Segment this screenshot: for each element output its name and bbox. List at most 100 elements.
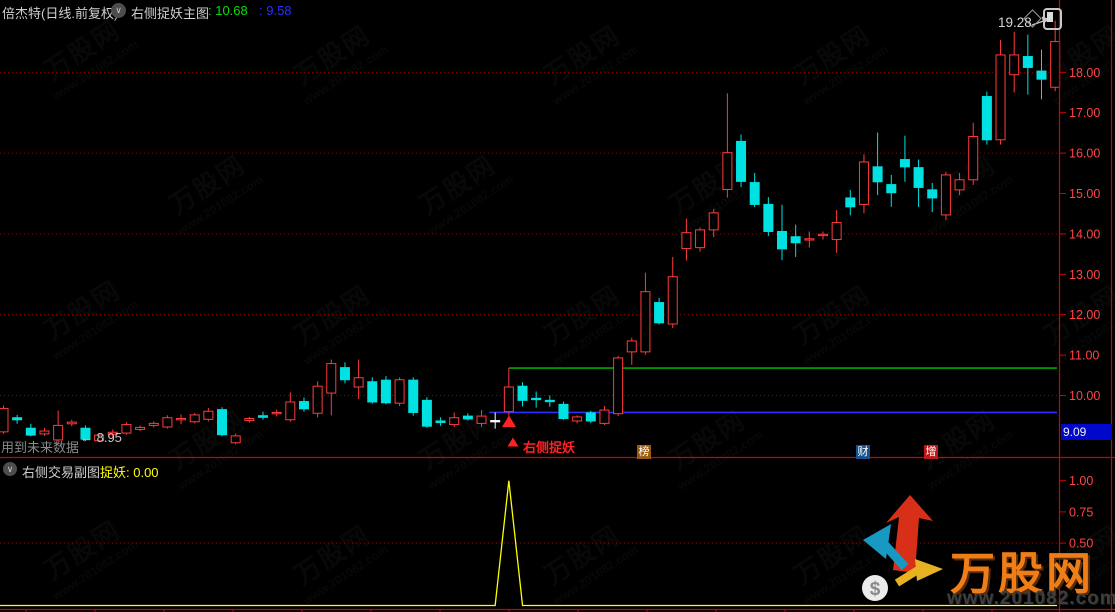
high-label-arrow [1031, 19, 1046, 26]
marker-zeng: 增 [924, 445, 938, 459]
candle-body [449, 417, 460, 426]
signal-triangle-icon [502, 415, 516, 427]
sub-panel-title[interactable]: 右侧交易副图 [22, 465, 101, 480]
candle-body [1022, 56, 1033, 68]
candle-body [408, 379, 419, 413]
candle-body [927, 189, 938, 199]
price-axis-label: 13.00 [1069, 268, 1100, 282]
future-data-warning: 用到未来数据 [1, 440, 80, 455]
candle-body [176, 418, 187, 421]
candle-body [490, 420, 501, 423]
candle-body [654, 302, 665, 324]
candle-body [312, 385, 323, 414]
candle-body [585, 412, 596, 422]
candle-body [831, 222, 842, 241]
candle-body [80, 427, 91, 440]
candle-body [572, 416, 583, 422]
candle-body [244, 418, 255, 422]
price-axis-label: 0.75 [1069, 505, 1093, 519]
candle-body [353, 377, 364, 388]
candle-body [599, 409, 610, 424]
candle-body [681, 232, 692, 249]
candle-body [107, 431, 118, 435]
candle-body [995, 54, 1006, 141]
candle-body [708, 212, 719, 231]
candle-body [558, 403, 569, 420]
candle-body [135, 426, 146, 430]
candle-body [230, 435, 241, 444]
candle-body [695, 229, 706, 249]
price-axis-label: 1.00 [1069, 474, 1093, 488]
logo-title: 万股网 [950, 548, 1095, 599]
candle-body [544, 399, 555, 403]
candle-body [476, 415, 487, 424]
candle-body [872, 166, 883, 183]
candle-body [940, 174, 951, 216]
candle-body [913, 167, 924, 188]
candle-body [899, 159, 910, 168]
signal-triangle-small-icon [507, 437, 519, 447]
candle-body [886, 184, 897, 194]
candle-body [285, 401, 296, 421]
candle-body [817, 233, 828, 237]
logo-dollar-glyph: $ [870, 579, 881, 600]
candle-body [722, 152, 733, 190]
candle-body [626, 340, 637, 353]
candle-body [394, 379, 405, 404]
indicator-value-2: : 9.58 [259, 3, 292, 18]
candle-body [858, 161, 869, 205]
high-price-label: 19.28 [998, 15, 1032, 30]
candle-body [66, 421, 77, 425]
price-axis-label: 10.00 [1069, 389, 1100, 403]
marker-bang: 榜 [637, 445, 651, 459]
candle-body [790, 236, 801, 244]
candle-body [435, 420, 446, 424]
candle-body [271, 411, 282, 415]
price-axis-label: 15.00 [1069, 187, 1100, 201]
candle-body [777, 230, 788, 250]
current-value-axis-box: 9.09 [1061, 424, 1112, 440]
candle-body [94, 434, 105, 442]
candle-body [749, 182, 760, 205]
panel-toggle-fill [1047, 12, 1053, 22]
candle-body [667, 276, 678, 325]
low-price-label: ← 8.95 [80, 430, 122, 445]
candle-body [640, 291, 651, 353]
candle-body [203, 410, 214, 420]
candle-body [162, 417, 173, 428]
candle-body [968, 136, 979, 181]
candle-body [517, 385, 528, 401]
candle-body [1050, 41, 1061, 88]
candle-body [326, 363, 337, 394]
price-axis-label: 14.00 [1069, 227, 1100, 241]
candle-body [462, 415, 473, 420]
candle-body [39, 430, 50, 435]
candle-body [763, 203, 774, 232]
candle-body [1009, 54, 1020, 76]
candle-body [121, 424, 132, 434]
logo-url: www.201082.com [947, 588, 1115, 609]
candle-body [0, 407, 9, 433]
price-axis-label: 12.00 [1069, 308, 1100, 322]
marker-cai: 财 [856, 445, 870, 459]
candle-body [954, 179, 965, 191]
price-axis-label: 17.00 [1069, 106, 1100, 120]
indicator-value-1: : 10.68 [208, 3, 248, 18]
price-axis-label: 0.50 [1069, 537, 1093, 551]
candle-body [613, 357, 624, 415]
main-panel-collapse-chevron-icon[interactable]: ∨ [111, 3, 126, 18]
sub-panel-collapse-chevron-icon[interactable]: ∨ [3, 462, 17, 476]
candle-body [53, 424, 64, 441]
candle-body [339, 367, 350, 381]
main-indicator-title[interactable]: 右侧捉妖主图 [131, 6, 210, 21]
candle-body [531, 397, 542, 401]
candle-body [148, 422, 159, 426]
price-axis-label: 16.00 [1069, 147, 1100, 161]
price-axis-label: 11.00 [1069, 349, 1099, 363]
panel-toggle-icon[interactable] [1043, 8, 1062, 30]
price-axis-label: 18.00 [1069, 66, 1100, 80]
candle-body [380, 379, 391, 404]
sub-indicator-line [0, 480, 1057, 607]
